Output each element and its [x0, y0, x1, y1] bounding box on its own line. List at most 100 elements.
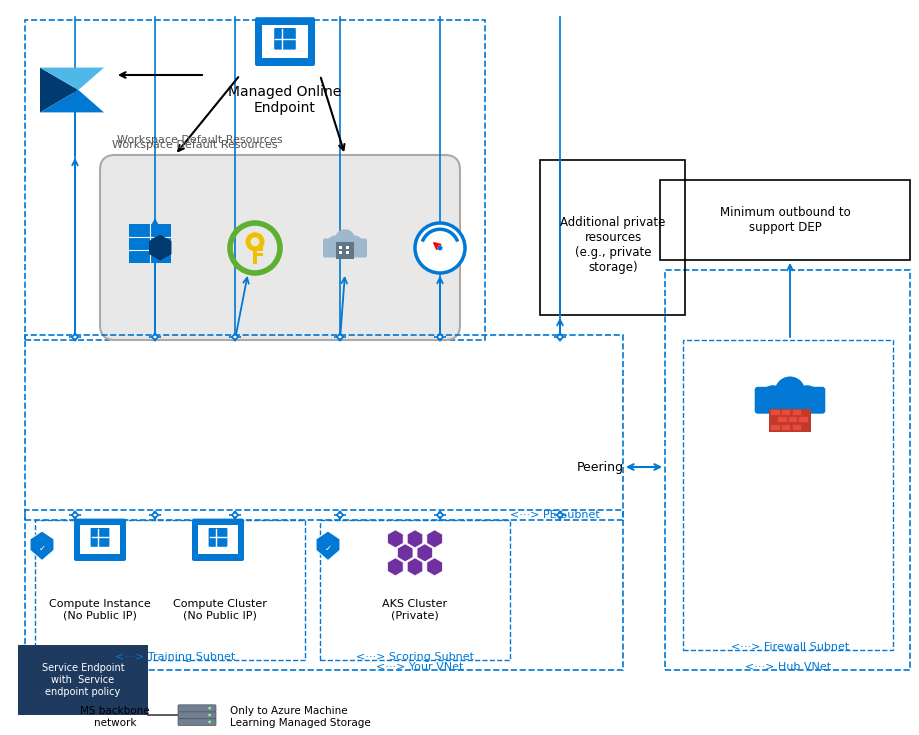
Polygon shape	[397, 544, 413, 562]
Text: ✓: ✓	[324, 544, 332, 553]
Bar	[257, 247, 263, 251]
Text: Managed Online
Endpoint: Managed Online Endpoint	[229, 85, 342, 115]
Polygon shape	[233, 511, 238, 519]
Bar	[346, 251, 349, 254]
Text: Only to Azure Machine
Learning Managed Storage: Only to Azure Machine Learning Managed S…	[230, 706, 370, 728]
Bar	[540, 160, 685, 315]
Polygon shape	[337, 333, 343, 341]
Text: <···> Training Subnet: <···> Training Subnet	[115, 652, 235, 662]
Bar	[781, 409, 790, 415]
Bar	[283, 57, 287, 65]
Polygon shape	[407, 530, 423, 548]
Circle shape	[245, 232, 265, 251]
Bar	[199, 526, 238, 554]
Polygon shape	[153, 511, 158, 519]
Bar	[25, 510, 623, 670]
Text: Workspace Default Resources: Workspace Default Resources	[118, 135, 283, 145]
Bar	[209, 559, 228, 561]
Bar	[257, 253, 263, 256]
Bar	[25, 335, 623, 520]
Text: Additional private
resources
(e.g., private
storage): Additional private resources (e.g., priv…	[561, 216, 665, 274]
Polygon shape	[388, 558, 403, 576]
Text: <···> Hub VNet: <···> Hub VNet	[745, 662, 831, 672]
Bar	[336, 242, 354, 259]
Polygon shape	[407, 558, 423, 576]
Bar	[339, 251, 342, 254]
Polygon shape	[153, 333, 158, 341]
Bar	[683, 340, 893, 650]
Circle shape	[795, 385, 819, 409]
Text: <···> Scoring Subnet: <···> Scoring Subnet	[356, 652, 474, 662]
Polygon shape	[30, 531, 54, 561]
Polygon shape	[417, 544, 433, 562]
Bar	[253, 241, 257, 264]
Text: Workspace Default Resources: Workspace Default Resources	[112, 140, 278, 150]
Circle shape	[335, 229, 355, 249]
Bar	[788, 417, 797, 422]
Text: Compute Cluster
(No Public IP): Compute Cluster (No Public IP)	[173, 599, 267, 621]
FancyBboxPatch shape	[754, 387, 825, 414]
Polygon shape	[40, 90, 104, 112]
Bar	[781, 424, 790, 430]
Text: Service Endpoint
with  Service
endpoint policy: Service Endpoint with Service endpoint p…	[41, 664, 124, 697]
Circle shape	[209, 707, 210, 709]
Circle shape	[327, 235, 343, 251]
Text: MS backbone
network: MS backbone network	[80, 706, 150, 728]
Circle shape	[761, 385, 785, 409]
Bar	[274, 64, 296, 66]
Polygon shape	[426, 530, 442, 548]
Bar	[346, 245, 349, 248]
Bar	[791, 424, 801, 430]
FancyBboxPatch shape	[192, 519, 244, 561]
Circle shape	[415, 223, 465, 273]
Circle shape	[775, 376, 805, 407]
Bar	[262, 25, 308, 58]
Bar	[770, 424, 779, 430]
Circle shape	[251, 237, 259, 246]
Bar	[665, 270, 910, 670]
FancyBboxPatch shape	[178, 705, 216, 712]
FancyBboxPatch shape	[209, 528, 227, 547]
Bar	[769, 409, 811, 431]
FancyBboxPatch shape	[274, 28, 296, 49]
Polygon shape	[73, 333, 78, 341]
Bar	[770, 409, 779, 415]
Bar	[35, 520, 305, 660]
Polygon shape	[40, 68, 104, 90]
Bar	[799, 417, 808, 422]
Polygon shape	[40, 68, 78, 112]
FancyBboxPatch shape	[91, 528, 109, 547]
FancyBboxPatch shape	[100, 155, 460, 340]
Polygon shape	[557, 333, 562, 341]
Polygon shape	[437, 511, 443, 519]
Bar	[18, 645, 148, 715]
Text: AKS Cluster
(Private): AKS Cluster (Private)	[382, 599, 448, 621]
Polygon shape	[388, 530, 403, 548]
FancyBboxPatch shape	[323, 238, 367, 257]
Circle shape	[437, 245, 443, 251]
Polygon shape	[437, 333, 443, 341]
Bar	[129, 224, 171, 263]
Bar	[339, 245, 342, 248]
Text: ✓: ✓	[39, 544, 46, 553]
Bar	[777, 417, 787, 422]
Text: <···> Firewall Subnet: <···> Firewall Subnet	[731, 642, 849, 652]
Bar	[791, 409, 801, 415]
Polygon shape	[337, 511, 343, 519]
Text: Compute Instance
(No Public IP): Compute Instance (No Public IP)	[49, 599, 151, 621]
Polygon shape	[73, 511, 78, 519]
Bar	[90, 559, 109, 561]
Text: <···> PE Subnet: <···> PE Subnet	[510, 510, 600, 520]
FancyBboxPatch shape	[74, 519, 126, 561]
Polygon shape	[149, 234, 172, 261]
FancyBboxPatch shape	[178, 711, 216, 719]
Text: Peering: Peering	[576, 461, 623, 473]
Circle shape	[209, 720, 210, 723]
FancyBboxPatch shape	[178, 719, 216, 725]
Bar	[216, 553, 220, 560]
Bar	[660, 180, 910, 260]
Polygon shape	[233, 333, 238, 341]
FancyBboxPatch shape	[255, 17, 315, 66]
Text: <···> Your VNet: <···> Your VNet	[376, 662, 464, 672]
Circle shape	[209, 714, 210, 717]
